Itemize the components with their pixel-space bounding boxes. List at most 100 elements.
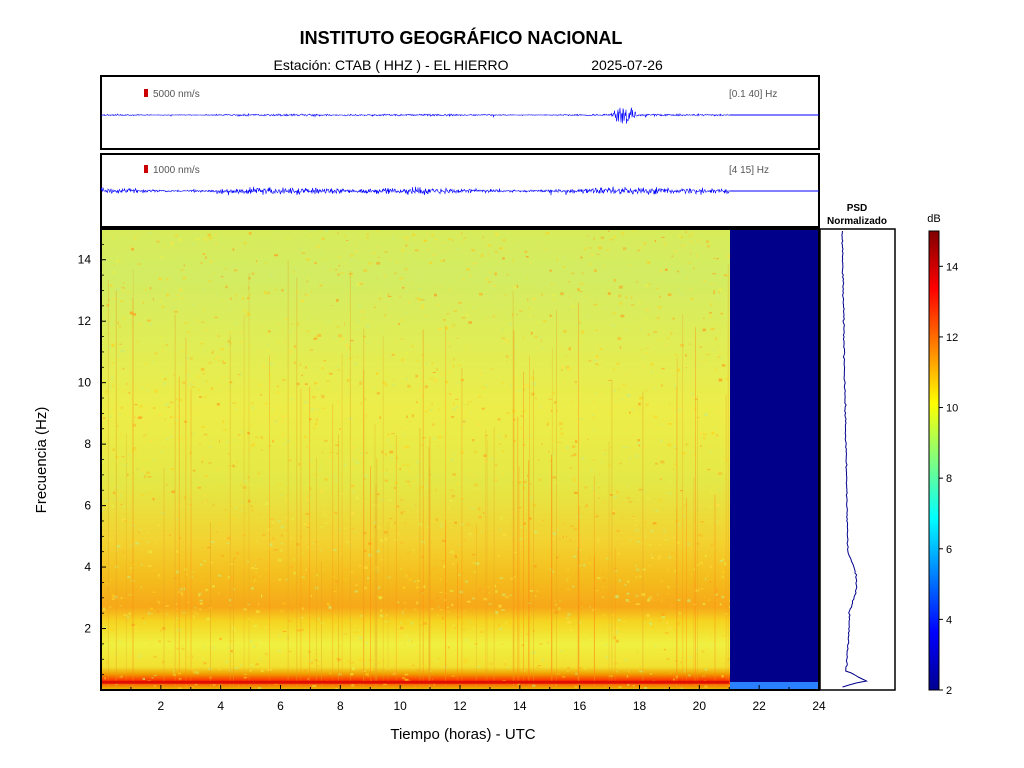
spectrogram-speckle <box>269 357 273 360</box>
spectrogram-speckle <box>322 569 324 571</box>
spectrogram-speckle <box>549 269 552 272</box>
spectrogram-speckle <box>526 276 528 279</box>
spectrogram-speckle <box>229 669 231 672</box>
spectrogram-speckle <box>709 445 711 448</box>
spectrogram-speckle <box>480 254 484 257</box>
spectrogram-speckle <box>660 478 662 481</box>
spectrogram-speckle <box>151 676 154 679</box>
spectrogram-speckle <box>609 455 611 457</box>
spectrogram-speckle <box>642 490 646 493</box>
spectrogram-speckle <box>288 459 292 462</box>
spectrogram-speckle <box>262 533 266 537</box>
spectrogram-speckle <box>289 548 293 551</box>
spectrogram-speckle <box>431 402 433 405</box>
spectrogram-speckle <box>167 640 171 642</box>
spectrogram-speckle <box>175 398 178 400</box>
spectrogram-speckle <box>362 317 365 319</box>
spectrogram-speckle <box>389 445 393 447</box>
spectrogram-speckle <box>191 571 194 573</box>
spectrogram-speckle <box>639 670 644 673</box>
spectrogram-speckle <box>480 372 484 376</box>
spectrogram-speckle <box>519 527 524 529</box>
spectrogram-speckle <box>181 297 184 300</box>
spectrogram-speckle <box>504 434 507 438</box>
spectrogram-speckle <box>111 247 115 249</box>
spectrogram-speckle <box>628 671 630 673</box>
spectrogram-speckle <box>721 364 726 367</box>
spectrogram-speckle <box>376 493 380 496</box>
spectrogram-speckle <box>624 329 629 331</box>
spectrogram-speckle <box>203 373 205 375</box>
spectrogram-speckle <box>616 490 619 494</box>
spectrogram-speckle <box>541 293 544 296</box>
spectrogram-speckle <box>430 670 432 672</box>
spectrogram-speckle <box>155 389 158 393</box>
spectrogram-speckle <box>665 588 668 590</box>
spectrogram-speckle <box>448 370 450 373</box>
spectrogram-speckle <box>454 521 457 524</box>
spectrogram-speckle <box>645 284 649 287</box>
spectrogram-speckle <box>270 517 274 520</box>
spectrogram-speckle <box>617 619 621 622</box>
spectrogram-speckle <box>209 446 212 448</box>
spectrogram-speckle <box>110 628 114 631</box>
spectrogram-speckle <box>185 356 188 359</box>
spectrogram-speckle <box>303 573 305 577</box>
spectrogram-speckle <box>427 474 430 476</box>
spectrogram-speckle <box>402 434 407 436</box>
spectrogram-speckle <box>167 406 170 408</box>
spectrogram-speckle <box>623 431 627 433</box>
spectrogram-speckle <box>176 617 178 620</box>
spectrogram-speckle <box>280 525 285 529</box>
spectrogram-speckle <box>139 499 142 502</box>
spectrogram-speckle <box>152 360 154 363</box>
spectrogram-speckle <box>628 601 631 603</box>
spectrogram-speckle <box>368 489 372 493</box>
spectrogram-speckle <box>338 334 342 338</box>
spectrogram-speckle <box>620 534 623 537</box>
spectrogram-speckle <box>628 456 631 460</box>
spectrogram-speckle <box>669 672 672 675</box>
spectrogram-speckle <box>193 610 197 614</box>
spectrogram-speckle <box>546 274 549 277</box>
spectrogram-speckle <box>486 237 488 240</box>
spectrogram-speckle <box>381 330 384 333</box>
spectrogram-speckle <box>127 473 129 477</box>
spectrogram-speckle <box>149 643 154 646</box>
spectrogram-speckle <box>622 446 627 448</box>
spectrogram-speckle <box>617 552 620 555</box>
spectrogram-speckle <box>373 663 375 666</box>
spectrogram-speckle <box>406 552 410 554</box>
spectrogram-speckle <box>160 629 162 632</box>
spectrogram-speckle <box>133 313 136 316</box>
spectrogram-speckle <box>128 496 131 500</box>
spectrogram-speckle <box>593 416 595 418</box>
spectrogram-speckle <box>432 349 435 351</box>
spectrogram-speckle <box>685 443 689 446</box>
spectrogram-speckle <box>111 297 116 300</box>
spectrogram-speckle <box>309 418 312 421</box>
spectrogram-speckle <box>452 357 456 361</box>
spectrogram-speckle <box>690 252 692 255</box>
spectrogram-speckle <box>319 652 322 654</box>
spectrogram-speckle <box>286 314 288 316</box>
spectrogram-speckle <box>700 243 702 245</box>
spectrogram-speckle <box>575 440 578 443</box>
spectrogram-speckle <box>251 402 254 405</box>
spectrogram-speckle <box>404 267 408 271</box>
spectrogram-speckle <box>137 472 141 476</box>
spectrogram-speckle <box>268 330 271 333</box>
spectrogram-speckle <box>303 523 307 525</box>
spectrogram-speckle <box>652 414 655 417</box>
spectrogram-speckle <box>350 659 353 663</box>
spectrogram-speckle <box>278 323 280 325</box>
spectrogram-speckle <box>351 535 353 537</box>
spectrogram-speckle <box>622 247 627 251</box>
spectrogram-speckle <box>197 439 200 442</box>
spectrogram-speckle <box>307 316 309 319</box>
spectrogram-speckle <box>234 667 239 669</box>
spectrogram-speckle <box>559 600 562 602</box>
spectrogram-speckle <box>371 669 373 671</box>
spectrogram-speckle <box>291 518 295 520</box>
spectrogram-speckle <box>346 346 349 348</box>
